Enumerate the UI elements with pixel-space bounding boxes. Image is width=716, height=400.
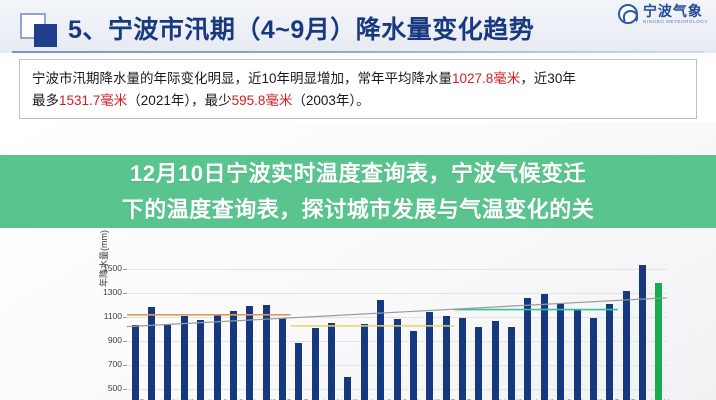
summary-highlight-mean: 1027.8毫米 (452, 71, 521, 86)
brand-name-cn: 宁波气象 (642, 3, 703, 19)
chart-bars (127, 257, 667, 400)
summary-line-2: 最多1531.7毫米（2021年），最少595.8毫米（2003年）。 (32, 90, 684, 112)
summary-text-c: 最多 (32, 93, 59, 108)
chart-y-tick-mark (123, 389, 127, 390)
chart-bar (573, 309, 581, 400)
chart-y-tick-label: 1300 (103, 287, 122, 297)
chart-bar (229, 311, 237, 400)
chart-bar (589, 317, 597, 400)
summary-text-e: （2003年）。 (292, 93, 370, 108)
chart-y-tick-label: 1500 (103, 263, 122, 273)
summary-text-a: 宁波市汛期降水量的年际变化明显，近10年明显增加，常年平均降水量 (32, 71, 453, 86)
chart-bar (540, 294, 548, 400)
chart-plot-area: 150013001100900700500300 (103, 257, 667, 400)
overlay-title-line-1: 12月10日宁波实时温度查询表，宁波气候变迁 (130, 160, 586, 186)
chart-y-tick-label: 500 (107, 383, 122, 393)
chart-bar (197, 320, 205, 400)
chart-bar (557, 303, 565, 400)
chart-bar (508, 326, 516, 400)
chart-bar (246, 306, 254, 400)
chart-gridline (127, 293, 667, 294)
chart-y-axis-title: 年降水量(mm) (99, 230, 109, 287)
chart-y-tick: 1500 (103, 263, 667, 273)
summary-textbox: 宁波市汛期降水量的年际变化明显，近10年明显增加，常年平均降水量1027.8毫米… (19, 59, 697, 119)
summary-text-d: （2021年），最少 (127, 93, 232, 108)
chart-bar (458, 318, 466, 400)
chart-bar (393, 319, 401, 400)
chart-bar (180, 315, 188, 400)
brand-name-en: NINGBO METEOROLOGY (642, 19, 708, 24)
chart-bar (442, 316, 450, 400)
overlay-title-line-2: 下的温度查询表，探讨城市发展与气温变化的关 (121, 196, 595, 222)
summary-text-b: ，近30年 (520, 71, 576, 86)
chart-bar (295, 343, 303, 400)
page-title: 5、宁波市汛期（4~9月）降水量变化趋势 (68, 16, 535, 44)
chart-bar (475, 327, 483, 400)
chart-y-tick-mark (123, 317, 127, 318)
brand-logo: 宁波气象 NINGBO METEOROLOGY (617, 4, 708, 25)
chart-y-tick-mark (123, 341, 127, 342)
chart-bar (524, 298, 532, 400)
chart-y-tick-mark (123, 269, 127, 270)
chart-bar (360, 323, 368, 400)
article-title-overlay: 12月10日宁波实时温度查询表，宁波气候变迁 下的温度查询表，探讨城市发展与气温… (0, 155, 716, 228)
title-decoration-squares (20, 13, 62, 47)
chart-bar (164, 324, 172, 400)
chart-bar (131, 325, 139, 400)
chart-bar (262, 305, 270, 400)
chart-bar (213, 314, 221, 400)
chart-y-tick-mark (123, 293, 127, 294)
chart-bar (606, 304, 614, 400)
chart-bar (328, 323, 336, 400)
chart-gridline (127, 269, 667, 270)
summary-highlight-min: 595.8毫米 (231, 93, 293, 108)
chart-y-tick: 1300 (103, 287, 667, 297)
chart-y-tick-label: 700 (107, 359, 122, 369)
chart-bar (148, 307, 156, 400)
summary-line-1: 宁波市汛期降水量的年际变化明显，近10年明显增加，常年平均降水量1027.8毫米… (32, 68, 684, 90)
chart-y-tick-label: 900 (107, 335, 122, 345)
chart-bar (655, 282, 663, 400)
chart-bar (377, 300, 385, 400)
slide-header: 5、宁波市汛期（4~9月）降水量变化趋势 宁波气象 NINGBO METEORO… (0, 0, 716, 53)
chart-bar (426, 312, 434, 400)
chart-y-tick-label: 1100 (103, 311, 122, 321)
chart-bar (409, 330, 417, 400)
chart-bar (344, 377, 352, 400)
chart-bar (311, 327, 319, 400)
chart-bar (622, 290, 630, 400)
decoration-square-filled (34, 24, 57, 47)
chart-bar (491, 321, 499, 400)
summary-highlight-max: 1531.7毫米 (59, 93, 128, 108)
chart-bar (278, 317, 286, 400)
brand-logo-text: 宁波气象 NINGBO METEOROLOGY (643, 4, 708, 25)
chart-bar (638, 265, 646, 400)
header-divider (12, 51, 704, 53)
chart-y-tick-mark (123, 365, 127, 366)
cloud-circle-icon (617, 4, 638, 25)
